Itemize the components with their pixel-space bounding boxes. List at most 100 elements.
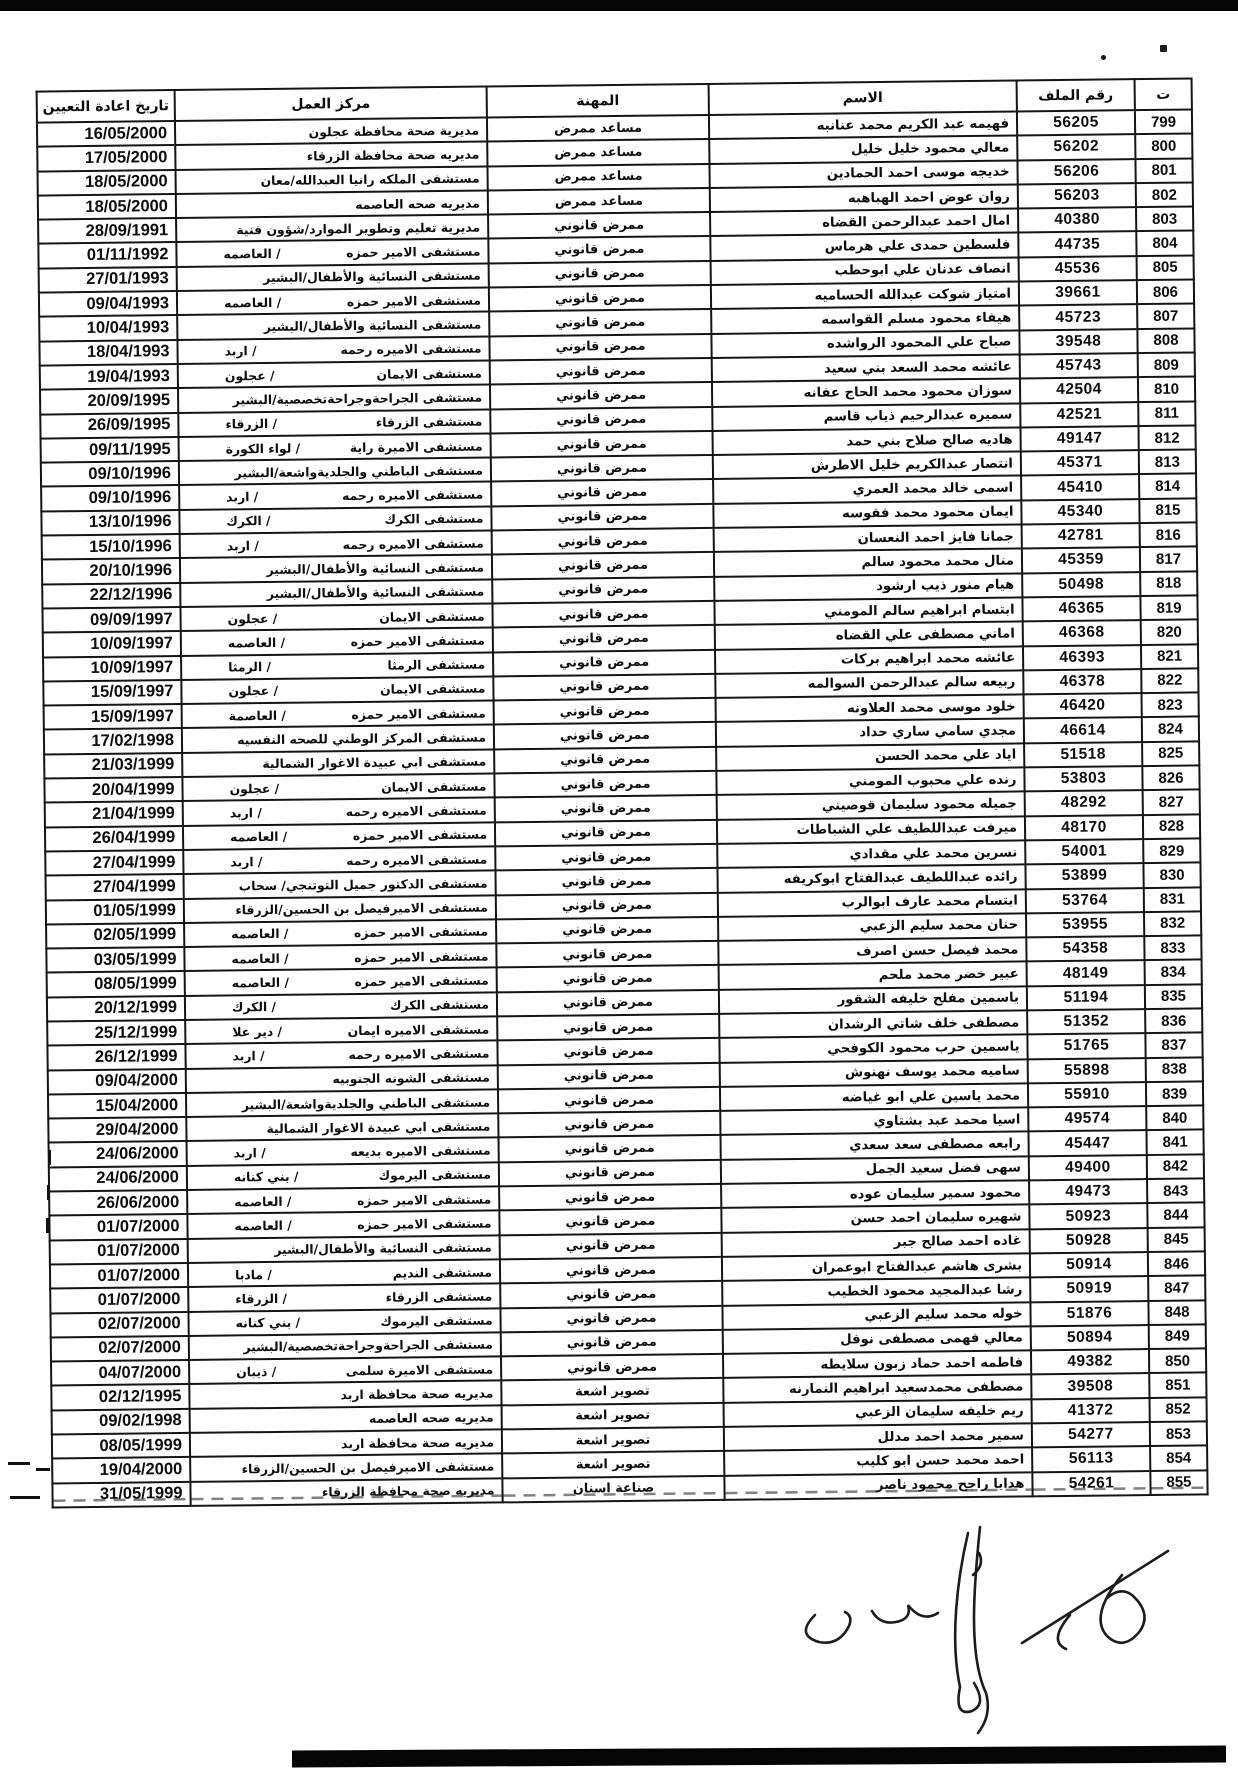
cell-name: ميرفت عبداللطيف علي الشباطات — [716, 816, 1026, 844]
work-center-main: مديريه صحة محافظة اربد — [340, 1385, 494, 1403]
cell-seq: 855 — [1150, 1470, 1208, 1495]
cell-seq: 839 — [1145, 1081, 1204, 1107]
cell-profession: ممرض قانوني — [492, 576, 715, 604]
cell-work-center: مستشفى اليرموك / بني كنانه — [188, 1307, 501, 1336]
cell-profession: ممرض قانوني — [491, 527, 714, 555]
work-center-main: مستشفى ابي عبيدة الاغوار الشمالية — [266, 1118, 491, 1136]
cell-seq: 802 — [1135, 182, 1193, 208]
cell-seq: 829 — [1143, 838, 1201, 864]
cell-reappointment-date: 20/10/1996 — [41, 558, 181, 585]
cell-profession: تصوير اشعة — [502, 1451, 725, 1479]
cell-work-center: مستشفى الايمان / عجلون — [181, 676, 494, 705]
scan-margin-mark — [48, 1150, 51, 1165]
cell-file-number: 44735 — [1018, 231, 1137, 258]
cell-file-number: 39508 — [1031, 1373, 1150, 1400]
cell-name: محمود سمير سليمان عوده — [721, 1180, 1030, 1209]
cell-reappointment-date: 15/09/1997 — [43, 704, 182, 730]
cell-work-center: مستشفى الايمان / عجلون — [182, 773, 495, 802]
cell-name: اماني مصطفى علي القضاه — [714, 621, 1023, 650]
cell-profession: ممرض قانوني — [499, 1183, 722, 1211]
cell-profession: ممرض قانوني — [499, 1256, 723, 1284]
work-center-branch: / اربد — [229, 805, 262, 821]
cell-profession: ممرض قانوني — [493, 722, 717, 750]
cell-seq: 809 — [1137, 352, 1195, 378]
cell-file-number: 45743 — [1019, 353, 1138, 379]
cell-seq: 846 — [1147, 1251, 1206, 1277]
cell-file-number: 42504 — [1019, 377, 1139, 404]
cell-reappointment-date: 15/10/1996 — [41, 534, 180, 560]
cell-work-center: مستشفى الايمان / عجلون — [177, 360, 490, 389]
work-center-branch: / العاصمه — [227, 634, 286, 651]
cell-name: ياسمين مفلح خليفه الشقور — [718, 986, 1028, 1014]
cell-reappointment-date: 04/07/2000 — [51, 1360, 190, 1386]
cell-profession: تصوير اشعة — [501, 1378, 724, 1406]
cell-name: صباح علي المحمود الرواشده — [711, 330, 1020, 358]
cell-work-center: مديرية صحة محافظة عجلون — [174, 117, 488, 146]
cell-reappointment-date: 26/06/2000 — [49, 1190, 188, 1216]
work-center-main: مستشفى الاميره رحمه — [346, 851, 488, 868]
cell-name: نسرين محمد علي مقدادي — [717, 840, 1026, 869]
cell-name: سميره عبدالرحيم ذياب قاسم — [712, 403, 1021, 431]
work-center-branch: / العاصمه — [223, 294, 282, 311]
cell-work-center: مستشفى الاميرفيصل بن الحسين/الزرقاء — [190, 1453, 503, 1482]
cell-work-center: مستشفى الامير حمزه / العاصمه — [176, 238, 489, 267]
cell-name: معالي محمود خليل خليل — [709, 135, 1018, 164]
cell-reappointment-date: 21/03/1999 — [44, 752, 183, 779]
cell-reappointment-date: 18/04/1993 — [39, 339, 178, 366]
work-center-main: مستشفى الكرك — [384, 510, 484, 528]
cell-seq: 827 — [1142, 789, 1200, 815]
work-center-branch: / عجلون — [227, 610, 278, 627]
work-center-main: مستشفى الاميره رحمه — [345, 802, 487, 820]
cell-reappointment-date: 17/02/1998 — [43, 728, 183, 755]
work-center-main: مستشفى الامير حمزه — [357, 1215, 492, 1233]
work-center-main: مستشفى اليرموك — [378, 1166, 492, 1184]
cell-name: اياد علي محمد الحسن — [716, 743, 1025, 771]
cell-seq: 814 — [1139, 473, 1197, 499]
cell-file-number: 46420 — [1023, 693, 1142, 719]
cell-profession: ممرض قانوني — [495, 868, 718, 895]
cell-profession: ممرض قانوني — [496, 940, 719, 968]
cell-file-number: 45447 — [1028, 1130, 1147, 1157]
work-center-main: مستشفى الاميرة سلمى — [345, 1361, 494, 1378]
cell-reappointment-date: 24/06/2000 — [48, 1141, 187, 1168]
cell-reappointment-date: 08/05/1999 — [46, 971, 185, 998]
cell-file-number: 53764 — [1025, 887, 1144, 914]
cell-seq: 819 — [1140, 595, 1198, 621]
cell-profession: ممرض قانوني — [488, 236, 711, 264]
cell-file-number: 51876 — [1030, 1300, 1149, 1327]
cell-reappointment-date: 17/05/2000 — [37, 145, 176, 172]
work-center-branch: / العاصمه — [231, 926, 289, 942]
cell-name: هيفاء محمود مسلم القواسمه — [711, 305, 1020, 334]
cell-file-number: 46365 — [1022, 596, 1141, 622]
cell-work-center: مستشفى الاميره رحمه / اربد — [183, 846, 496, 875]
cell-profession: ممرض قانوني — [496, 916, 719, 944]
cell-work-center: مستشفى الدكتور جميل التوتنجي/ سحاب — [183, 870, 496, 899]
work-center-main: مستشفى الشونه الجنوبيه — [332, 1069, 490, 1087]
cell-profession: ممرض قانوني — [499, 1232, 722, 1260]
cell-reappointment-date: 09/11/1995 — [40, 436, 179, 463]
cell-profession: ممرض قانوني — [493, 649, 716, 677]
cell-file-number: 48292 — [1024, 790, 1143, 817]
cell-reappointment-date: 15/04/2000 — [47, 1092, 187, 1119]
cell-reappointment-date: 31/05/1999 — [52, 1481, 191, 1508]
cell-work-center: مستشفى الاميرة راية / لواء الكورة — [178, 433, 491, 462]
cell-name: عائشه محمد السعد بني سعيد — [711, 354, 1020, 383]
cell-file-number: 51518 — [1024, 741, 1143, 768]
cell-reappointment-date: 09/09/1997 — [42, 606, 181, 633]
cell-work-center: مستشفى ابي عبيدة الاغوار الشمالية — [186, 1113, 499, 1142]
work-center-main: مستشفى النسائية والأطفال/البشير — [263, 316, 482, 335]
cell-file-number: 50894 — [1030, 1324, 1149, 1351]
cell-file-number: 50928 — [1029, 1227, 1148, 1254]
cell-file-number: 48149 — [1026, 960, 1145, 987]
cell-seq: 853 — [1149, 1421, 1208, 1447]
cell-profession: ممرض قانوني — [489, 309, 712, 337]
work-center-main: مستشفى الاميره رحمه — [348, 1045, 490, 1063]
work-center-branch: / بني كنانه — [235, 1314, 301, 1331]
cell-name: اسيا محمد عبد بشتاوي — [720, 1107, 1029, 1136]
cell-name: انصاف عدنان علي ابوحطب — [710, 257, 1019, 286]
cell-name: هدايا راجح محمود ناصر — [724, 1471, 1033, 1500]
cell-work-center: مستشفى الاميره رحمه / اربد — [179, 530, 492, 559]
work-center-main: مستشفى الباطني والجلديةواشعة/البشير — [234, 462, 484, 481]
header-profession: المهنة — [486, 83, 709, 118]
